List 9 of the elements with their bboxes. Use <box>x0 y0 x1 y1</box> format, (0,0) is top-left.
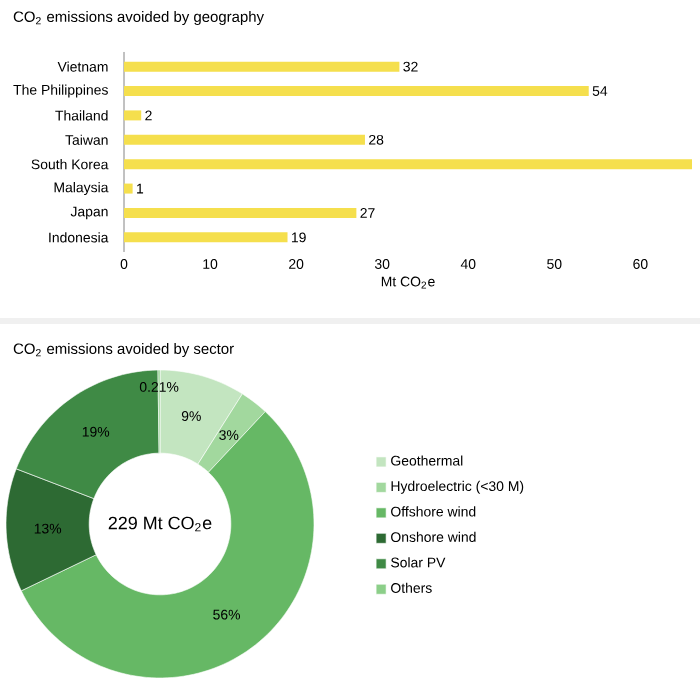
bar <box>124 232 288 243</box>
bar <box>124 159 693 170</box>
bar <box>124 86 589 97</box>
bar <box>124 134 365 145</box>
bar <box>124 183 133 194</box>
bar <box>124 110 142 121</box>
text: 229 Mt CO$_{2}$e <box>108 516 212 532</box>
bar <box>124 61 400 72</box>
bar <box>124 207 357 218</box>
